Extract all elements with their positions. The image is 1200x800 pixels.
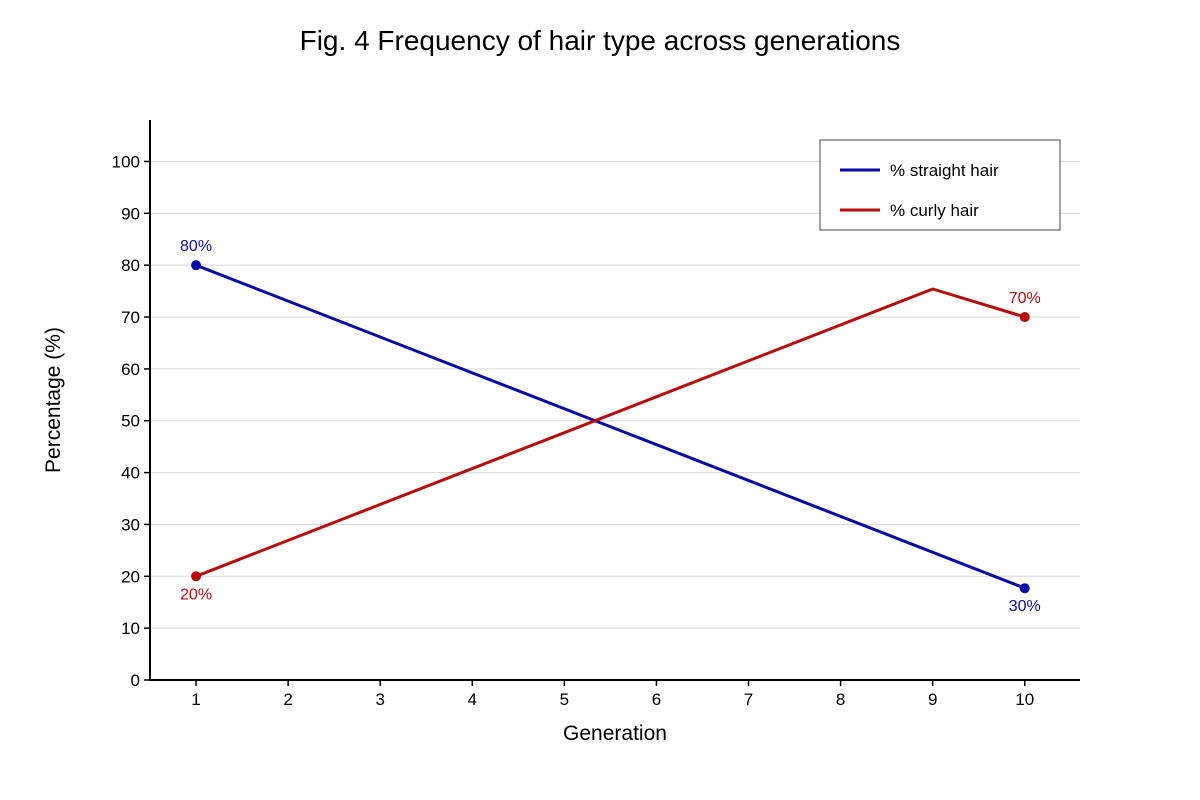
y-tick-label-70: 70 — [121, 308, 140, 327]
y-axis-ticks: 0 10 20 30 40 50 60 70 80 90 100 — [112, 152, 150, 690]
x-tick-label-6: 6 — [652, 690, 661, 709]
y-tick-label-100: 100 — [112, 152, 140, 171]
x-axis-label: Generation — [563, 722, 667, 745]
data-point-curly-hair-2 — [1019, 312, 1030, 323]
y-tick-label-20: 20 — [121, 567, 140, 586]
data-point-curly-hair-0 — [191, 571, 202, 582]
y-tick-label-30: 30 — [121, 515, 140, 534]
legend-box — [819, 139, 1061, 231]
x-axis-ticks: 1 2 3 4 5 6 7 8 9 10 — [191, 680, 1034, 709]
y-tick-label-60: 60 — [121, 360, 140, 379]
legend-label-straight-hair: % straight hair — [890, 161, 999, 180]
y-axis-label: Percentage (%) — [42, 327, 65, 473]
data-label-curly-hair-2: 70% — [1009, 290, 1041, 307]
y-tick-label-40: 40 — [121, 464, 140, 483]
gridlines — [150, 160, 1080, 629]
legend: % straight hair % curly hair — [819, 139, 1061, 231]
x-tick-label-10: 10 — [1015, 690, 1034, 709]
series-line-straight-hair — [195, 263, 1026, 590]
x-tick-label-2: 2 — [283, 690, 292, 709]
series-line-curly-hair — [195, 287, 1026, 578]
data-label-curly-hair-0: 20% — [180, 586, 212, 603]
y-tick-label-80: 80 — [121, 256, 140, 275]
data-label-straight-hair-1: 30% — [1009, 598, 1041, 615]
chart-title: Fig. 4 Frequency of hair type across gen… — [300, 25, 901, 56]
x-tick-label-1: 1 — [191, 690, 200, 709]
x-tick-label-4: 4 — [468, 690, 477, 709]
legend-label-curly-hair: % curly hair — [890, 201, 979, 220]
data-point-straight-hair-0 — [191, 260, 202, 271]
y-tick-label-0: 0 — [131, 671, 140, 690]
y-tick-label-90: 90 — [121, 204, 140, 223]
series-layer: 80% 30% 20% 70% — [180, 238, 1041, 615]
x-tick-label-5: 5 — [560, 690, 569, 709]
y-tick-label-50: 50 — [121, 412, 140, 431]
data-point-straight-hair-1 — [1019, 583, 1030, 594]
x-tick-label-7: 7 — [744, 690, 753, 709]
x-tick-label-9: 9 — [928, 690, 937, 709]
x-tick-label-3: 3 — [375, 690, 384, 709]
data-label-straight-hair-0: 80% — [180, 238, 212, 255]
x-tick-label-8: 8 — [836, 690, 845, 709]
y-tick-label-10: 10 — [121, 619, 140, 638]
